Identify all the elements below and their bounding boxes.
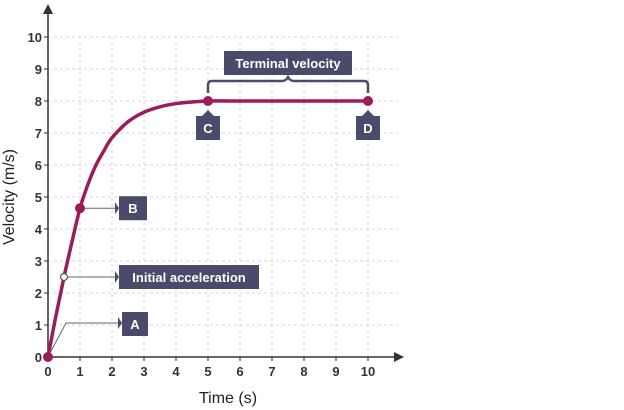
callout-a-pointer xyxy=(118,317,122,329)
callout-a: A xyxy=(122,312,148,336)
data-series xyxy=(46,99,370,359)
y-tick-label: 4 xyxy=(35,222,43,237)
x-tick-label: 4 xyxy=(172,364,180,379)
x-axis-label: Time (s) xyxy=(199,390,257,407)
callout-a-text: A xyxy=(130,317,140,332)
data-point-d xyxy=(363,96,373,106)
callout-c-pointer xyxy=(202,110,214,116)
callout-initial-acceleration-box xyxy=(119,265,259,289)
x-tick-label: 0 xyxy=(44,364,51,379)
callout-b: B xyxy=(119,196,147,221)
terminal-velocity-brace xyxy=(206,74,370,93)
y-tick-label: 3 xyxy=(35,254,42,269)
y-axis-label: Velocity (m/s) xyxy=(1,149,18,245)
callout-b-pointer xyxy=(115,202,119,215)
y-tick-label: 6 xyxy=(35,158,42,173)
callout-d-pointer xyxy=(362,110,374,116)
callout-d-box xyxy=(356,116,380,140)
y-tick-label: 2 xyxy=(35,286,42,301)
y-tick-label: 8 xyxy=(35,94,42,109)
x-tick-label: 5 xyxy=(204,364,211,379)
y-tick-label: 7 xyxy=(35,126,42,141)
callout-a-leader xyxy=(49,322,118,354)
data-point-initial-acceleration xyxy=(59,272,69,282)
callout-initial-acceleration-text: Initial acceleration xyxy=(132,270,245,285)
data-point-a xyxy=(43,352,53,362)
y-tick-label: 1 xyxy=(35,318,42,333)
x-tick-label: 9 xyxy=(332,364,339,379)
callout-b-box xyxy=(119,196,147,221)
x-tick-label: 2 xyxy=(108,364,115,379)
axes xyxy=(43,4,404,362)
data-points xyxy=(43,96,373,362)
x-tick-label: 7 xyxy=(268,364,275,379)
velocity-curve xyxy=(46,99,370,359)
x-tick-label: 3 xyxy=(140,364,147,379)
brace-shape xyxy=(206,74,370,93)
callout-c-box xyxy=(196,116,220,140)
callout-initial-acceleration-pointer xyxy=(115,271,119,283)
grid-lines xyxy=(48,36,398,357)
callout-initial-acceleration: Initial acceleration xyxy=(119,265,259,289)
x-tick-label: 1 xyxy=(76,364,83,379)
callout-terminal-velocity-text: Terminal velocity xyxy=(235,56,341,71)
y-tick-label: 0 xyxy=(35,350,42,365)
x-tick-label: 8 xyxy=(300,364,307,379)
callout-c: C xyxy=(196,116,220,140)
callout-terminal-velocity-box xyxy=(224,51,352,75)
y-tick-label: 9 xyxy=(35,62,42,77)
y-tick-label: 10 xyxy=(28,30,42,45)
callout-d: D xyxy=(356,116,380,140)
x-tick-label: 10 xyxy=(361,364,375,379)
tick-labels: 0 1 2 3 4 5 6 7 8 9 10 0 1 2 3 4 5 6 7 8 9 10 xyxy=(28,30,376,379)
callout-b-text: B xyxy=(128,201,137,216)
callout-d-text: D xyxy=(363,121,372,136)
data-point-b xyxy=(75,203,85,214)
x-tick-label: 6 xyxy=(236,364,243,379)
data-point-c xyxy=(203,96,213,106)
y-tick-label: 5 xyxy=(35,190,42,205)
callout-terminal-velocity: Terminal velocity xyxy=(224,51,352,75)
callout-c-text: C xyxy=(203,121,213,136)
callout-a-box xyxy=(122,312,148,336)
callouts: A B Initial acceleration C D Terminal velocit… xyxy=(49,51,380,354)
